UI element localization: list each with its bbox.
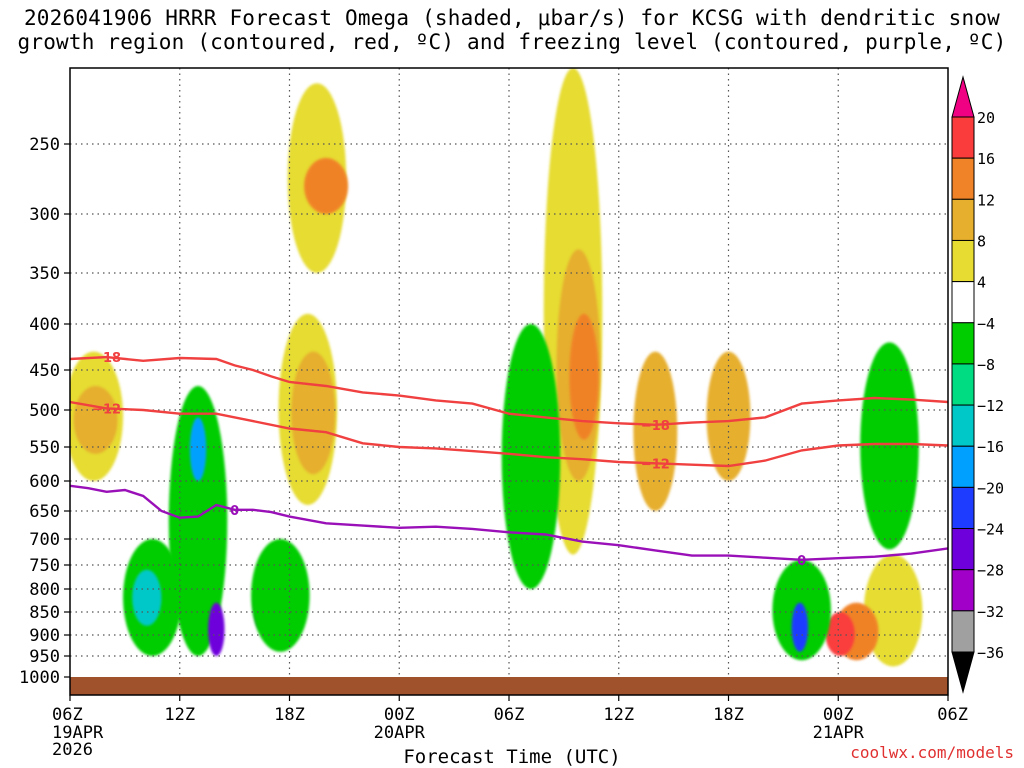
x-tick-label-42: 00Z	[823, 705, 854, 725]
y-tick-label-350: 350	[29, 264, 60, 284]
y-tick-label-800: 800	[29, 580, 60, 600]
contour-line-1	[70, 355, 948, 427]
contour-label-1-0: −18	[92, 351, 121, 366]
y-tick-label-550: 550	[29, 438, 60, 458]
x-date-label-42: 21APR	[813, 723, 865, 743]
colorbar-label-7: −12	[977, 397, 1004, 415]
colorbar-bin-10	[951, 528, 975, 571]
x-tick-label-48: 06Z	[937, 705, 968, 725]
x-tick-label-6: 12Z	[164, 705, 195, 725]
colorbar-label-4: 4	[977, 274, 986, 292]
omega-region-8	[569, 313, 599, 440]
x-tick-label-12: 18Z	[274, 705, 305, 725]
contour-label-2-0: 0	[230, 504, 239, 519]
omega-region-18	[189, 417, 207, 482]
colorbar-label-2: 12	[977, 191, 995, 209]
y-tick-label-700: 700	[29, 530, 60, 550]
chart-title-line-1: 2026041906 HRRR Forecast Omega (shaded, …	[23, 6, 1001, 30]
colorbar-label-9: −20	[977, 479, 1004, 497]
colorbar-bin-8	[951, 445, 975, 488]
y-tick-label-500: 500	[29, 401, 60, 421]
colorbar-label-1: 16	[977, 150, 995, 168]
x-year-label: 2026	[52, 740, 93, 760]
y-tick-label-1000: 1000	[19, 668, 60, 688]
omega-region-9	[633, 351, 678, 511]
omega-shading	[70, 68, 923, 667]
contour-line-2	[70, 484, 948, 562]
contour-lines: −12 −12 −18 −18 0 0	[70, 351, 948, 569]
colorbar-label-11: −28	[977, 562, 1004, 580]
colorbar-bin-7	[951, 404, 975, 447]
omega-region-16	[132, 569, 162, 626]
chart-title-line-2: growth region (contoured, red, ºC) and f…	[17, 30, 1007, 54]
contour-label-1-1: −18	[641, 419, 670, 434]
y-tick-label-850: 850	[29, 603, 60, 623]
colorbar-bin-4	[951, 281, 975, 324]
omega-region-3	[304, 158, 349, 214]
grid-lines	[70, 68, 948, 677]
y-tick-label-300: 300	[29, 205, 60, 225]
contour-label-0-1: −12	[641, 457, 670, 472]
x-axis-title: Forecast Time (UTC)	[403, 746, 621, 768]
colorbar-label-12: −32	[977, 603, 1004, 621]
colorbar-label-8: −16	[977, 438, 1004, 456]
x-tick-label-30: 12Z	[603, 705, 634, 725]
colorbar-bin-12	[951, 610, 975, 653]
source-credit: coolwx.com/models	[850, 743, 1014, 762]
x-tick-label-18: 00Z	[384, 705, 415, 725]
colorbar-bin-0	[951, 116, 975, 159]
x-tick-label-24: 06Z	[494, 705, 525, 725]
colorbar-bin-2	[951, 198, 975, 241]
x-date-label-18: 20APR	[374, 723, 426, 743]
y-tick-label-250: 250	[29, 135, 60, 155]
omega-region-17	[168, 386, 228, 656]
y-tick-label-950: 950	[29, 647, 60, 667]
y-tick-label-900: 900	[29, 626, 60, 646]
chart-title: 2026041906 HRRR Forecast Omega (shaded, …	[0, 6, 1024, 54]
x-tick-label-36: 18Z	[713, 705, 744, 725]
omega-region-10	[706, 351, 751, 481]
colorbar-bin-9	[951, 486, 975, 530]
colorbar-label-5: −4	[977, 315, 995, 333]
colorbar-label-0: 20	[977, 109, 995, 127]
colorbar-bottom-triangle	[951, 651, 975, 694]
omega-region-13	[825, 612, 855, 656]
colorbar-bin-5	[951, 322, 975, 365]
y-tick-label-750: 750	[29, 556, 60, 576]
x-date-label-0: 19APR	[52, 723, 104, 743]
omega-region-22	[860, 342, 919, 550]
omega-region-24	[791, 602, 809, 652]
y-axis: 250 300 350 400 450 500 550 600 650 700 750 800 850 9…	[19, 135, 70, 688]
contour-label-2-1: 0	[797, 554, 806, 569]
colorbar-top-triangle	[951, 75, 975, 118]
y-tick-label-600: 600	[29, 472, 60, 492]
omega-region-21	[251, 539, 310, 652]
colorbar: 20 16 12 8 4 −4 −8 −12 −16 −20 −24 −28 −32 −36	[951, 75, 1004, 694]
colorbar-label-13: −36	[977, 644, 1004, 662]
colorbar-label-3: 8	[977, 232, 986, 250]
y-tick-label-450: 450	[29, 361, 60, 381]
colorbar-bin-1	[951, 157, 975, 200]
colorbar-bin-3	[951, 239, 975, 283]
y-tick-label-650: 650	[29, 502, 60, 522]
contour-line-0	[70, 400, 948, 468]
ground-surface	[70, 677, 948, 695]
colorbar-bin-6	[951, 363, 975, 406]
x-tick-label-0: 06Z	[52, 705, 83, 725]
omega-region-1	[73, 386, 118, 454]
colorbar-label-10: −24	[977, 521, 1004, 539]
colorbar-label-6: −8	[977, 356, 995, 374]
contour-label-0-0: −12	[92, 402, 121, 417]
omega-region-11	[863, 554, 923, 667]
y-tick-label-400: 400	[29, 315, 60, 335]
colorbar-bin-11	[951, 569, 975, 612]
omega-region-19	[208, 602, 225, 657]
